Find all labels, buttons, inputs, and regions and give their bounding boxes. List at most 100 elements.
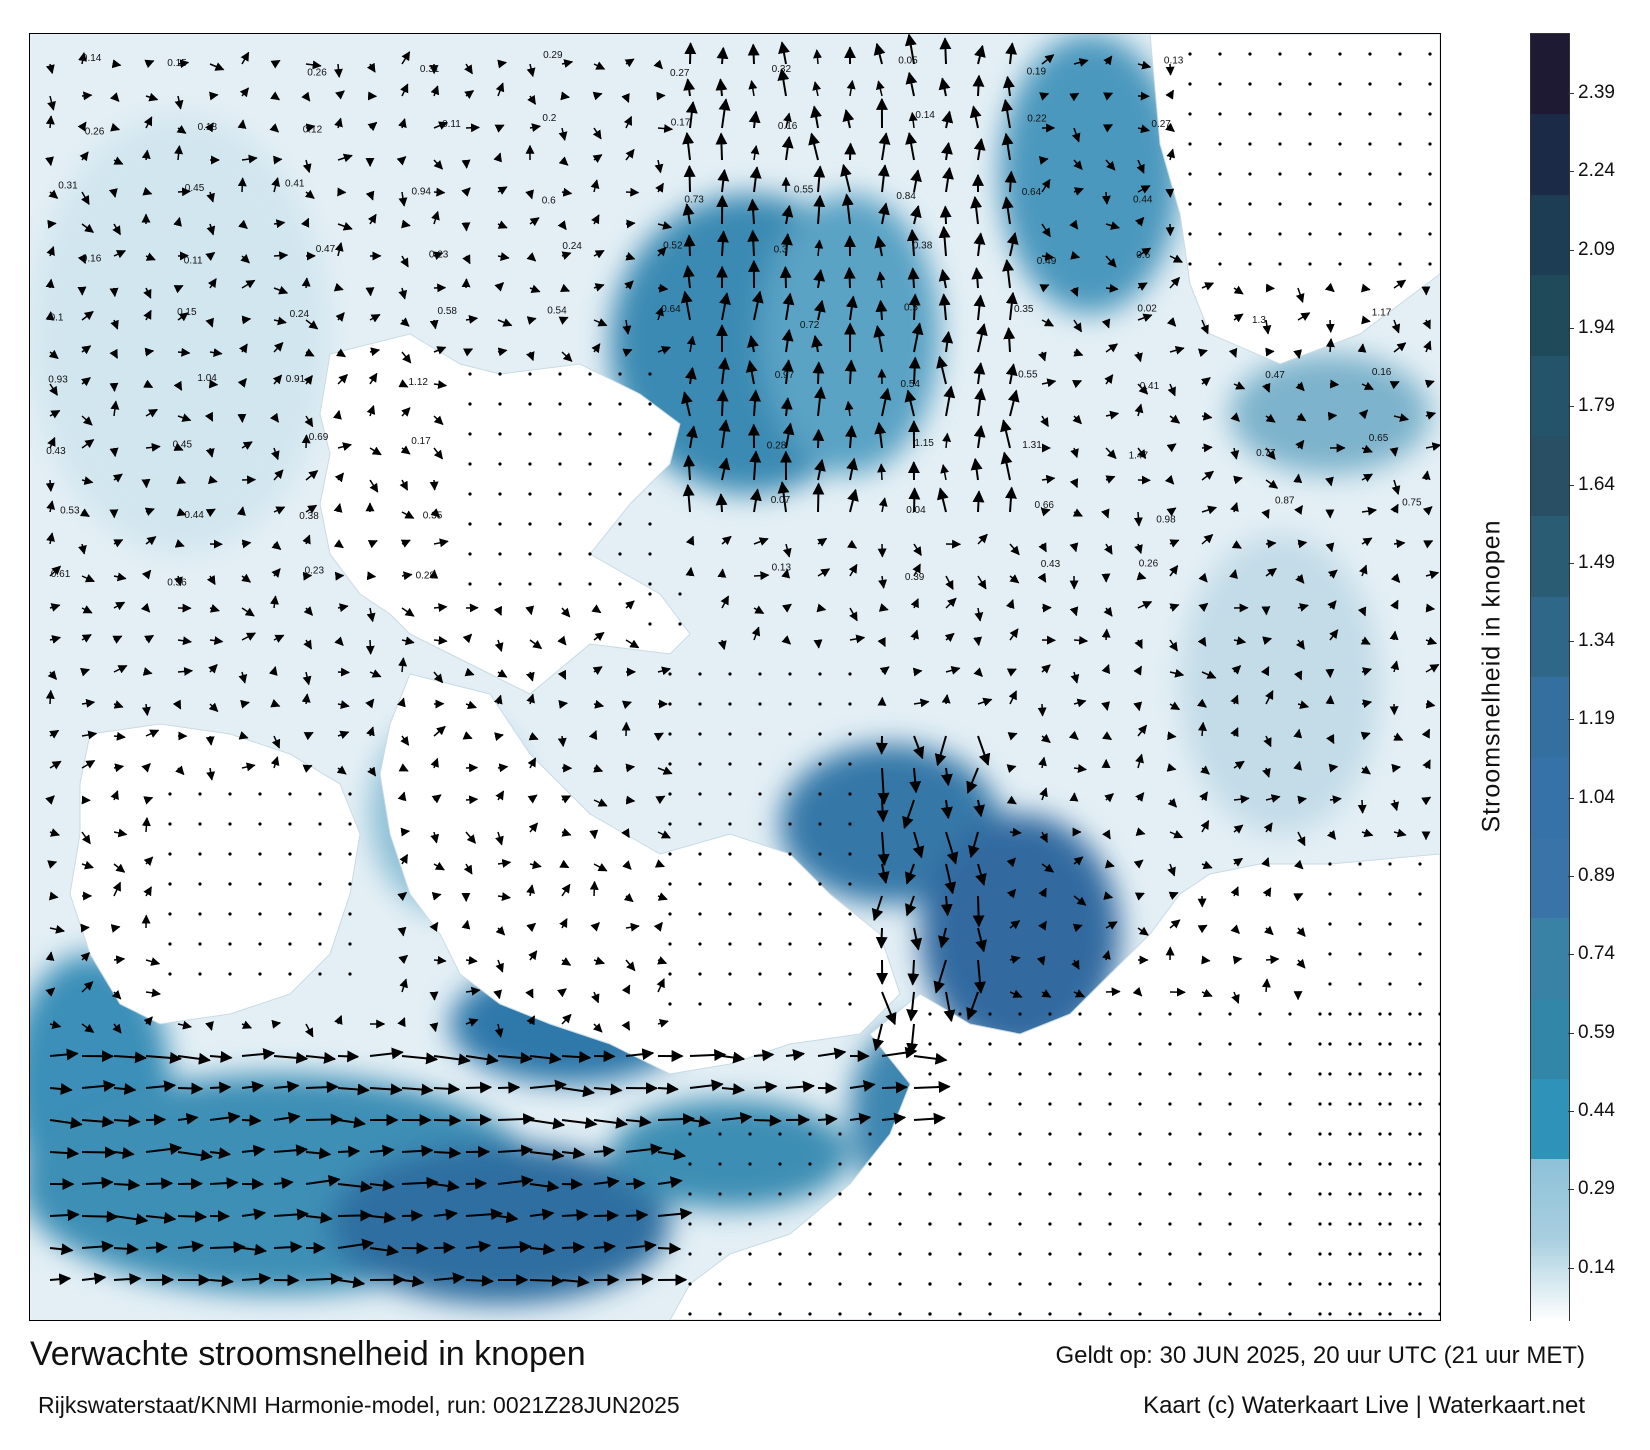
current-arrow bbox=[1134, 216, 1145, 227]
grid-dot bbox=[1308, 202, 1312, 206]
current-arrow bbox=[400, 539, 411, 548]
grid-dot bbox=[848, 732, 852, 736]
current-arrow bbox=[625, 1048, 655, 1061]
grid-dot bbox=[1228, 1102, 1232, 1106]
current-arrow bbox=[47, 436, 56, 449]
current-arrow bbox=[844, 359, 857, 385]
current-arrow bbox=[747, 335, 759, 353]
grid-dot bbox=[1418, 1222, 1422, 1226]
grid-dot bbox=[1308, 52, 1312, 56]
grid-dot bbox=[808, 1222, 812, 1226]
speed-label: 0.13 bbox=[1164, 56, 1184, 67]
grid-dot bbox=[848, 792, 852, 796]
current-arrow bbox=[817, 1113, 838, 1126]
grid-dot bbox=[928, 1312, 932, 1316]
speed-label: 1.15 bbox=[914, 438, 934, 449]
grid-dot bbox=[1138, 1252, 1142, 1256]
speed-label: 0.23 bbox=[305, 566, 325, 577]
grid-dot bbox=[718, 1162, 722, 1166]
current-arrow bbox=[753, 537, 769, 546]
grid-dot bbox=[198, 822, 202, 826]
legend-tick-mark bbox=[1568, 719, 1574, 721]
current-arrow bbox=[241, 632, 256, 641]
current-arrow bbox=[558, 156, 569, 166]
grid-dot bbox=[1368, 202, 1372, 206]
speed-label: 0.3 bbox=[774, 245, 788, 256]
current-arrow bbox=[433, 538, 449, 548]
current-arrow bbox=[975, 323, 988, 353]
current-arrow bbox=[747, 43, 760, 65]
current-arrow bbox=[143, 287, 152, 299]
grid-dot bbox=[838, 1282, 842, 1286]
grid-dot bbox=[1108, 1312, 1112, 1316]
grid-dot bbox=[1198, 1132, 1202, 1136]
current-arrow bbox=[430, 85, 440, 97]
current-arrow bbox=[529, 1117, 566, 1130]
grid-dot bbox=[1358, 1282, 1362, 1286]
current-arrow bbox=[113, 601, 126, 611]
current-arrow bbox=[972, 74, 985, 97]
grid-dot bbox=[1318, 1102, 1322, 1106]
current-arrow bbox=[718, 419, 731, 449]
speed-label: 0.35 bbox=[423, 511, 443, 522]
legend-tick-mark bbox=[1568, 797, 1574, 799]
current-arrow bbox=[657, 1019, 669, 1028]
current-arrow bbox=[1393, 539, 1406, 549]
grid-dot bbox=[228, 972, 232, 976]
current-arrow bbox=[622, 348, 633, 357]
current-arrow bbox=[337, 667, 350, 677]
grid-dot bbox=[1228, 1222, 1232, 1226]
grid-dot bbox=[1348, 1252, 1352, 1256]
legend-tick-mark bbox=[1568, 249, 1574, 251]
current-arrow bbox=[910, 169, 922, 193]
current-arrow bbox=[464, 90, 475, 100]
grid-dot bbox=[868, 1132, 872, 1136]
grid-dot bbox=[988, 1042, 992, 1046]
current-arrow bbox=[1265, 347, 1275, 357]
current-arrow bbox=[301, 693, 311, 705]
current-arrow bbox=[814, 458, 826, 481]
current-arrow bbox=[1003, 327, 1016, 353]
current-arrow bbox=[1391, 479, 1401, 496]
current-arrow bbox=[1137, 60, 1152, 70]
grid-dot bbox=[1138, 1042, 1142, 1046]
current-arrow bbox=[433, 1053, 471, 1066]
current-arrow bbox=[1421, 470, 1431, 481]
current-arrow bbox=[464, 63, 473, 75]
grid-dot bbox=[778, 1252, 782, 1256]
grid-dot bbox=[1398, 232, 1402, 236]
current-arrow bbox=[1389, 630, 1399, 641]
current-arrow bbox=[1165, 122, 1175, 132]
grid-dot bbox=[958, 1252, 962, 1256]
current-arrow bbox=[1167, 731, 1177, 741]
current-speed-map[interactable]: 0.14 0.15 0.26 0.31 0.29 0.27 0.32 0.05 0.19 0.13… bbox=[29, 33, 1441, 1321]
grid-dot bbox=[588, 372, 592, 376]
current-arrow bbox=[77, 121, 87, 132]
current-arrow bbox=[399, 853, 409, 865]
current-arrow bbox=[1293, 728, 1303, 739]
current-arrow bbox=[875, 299, 888, 321]
grid-dot bbox=[1018, 1042, 1022, 1046]
grid-dot bbox=[1388, 1192, 1392, 1196]
current-arrow bbox=[304, 1023, 314, 1038]
current-arrow bbox=[174, 539, 185, 548]
speed-label: 0.24 bbox=[562, 241, 582, 252]
current-arrow bbox=[1101, 664, 1111, 675]
grid-dot bbox=[668, 1002, 672, 1006]
current-arrow bbox=[401, 607, 415, 617]
current-arrow bbox=[1169, 539, 1180, 548]
grid-dot bbox=[1388, 1162, 1392, 1166]
current-arrow bbox=[1005, 42, 1018, 65]
current-arrow bbox=[560, 91, 570, 101]
grid-dot bbox=[1398, 82, 1402, 86]
current-arrow bbox=[462, 254, 471, 265]
current-arrow bbox=[1102, 124, 1113, 133]
current-arrow bbox=[813, 269, 826, 289]
legend-tick-mark bbox=[1568, 1189, 1574, 1191]
current-arrow bbox=[1296, 958, 1306, 969]
current-arrow bbox=[1393, 279, 1407, 289]
current-arrow bbox=[1201, 670, 1217, 679]
current-arrow bbox=[526, 1015, 536, 1026]
grid-dot bbox=[1278, 142, 1282, 146]
legend-tick-mark bbox=[1568, 406, 1574, 408]
